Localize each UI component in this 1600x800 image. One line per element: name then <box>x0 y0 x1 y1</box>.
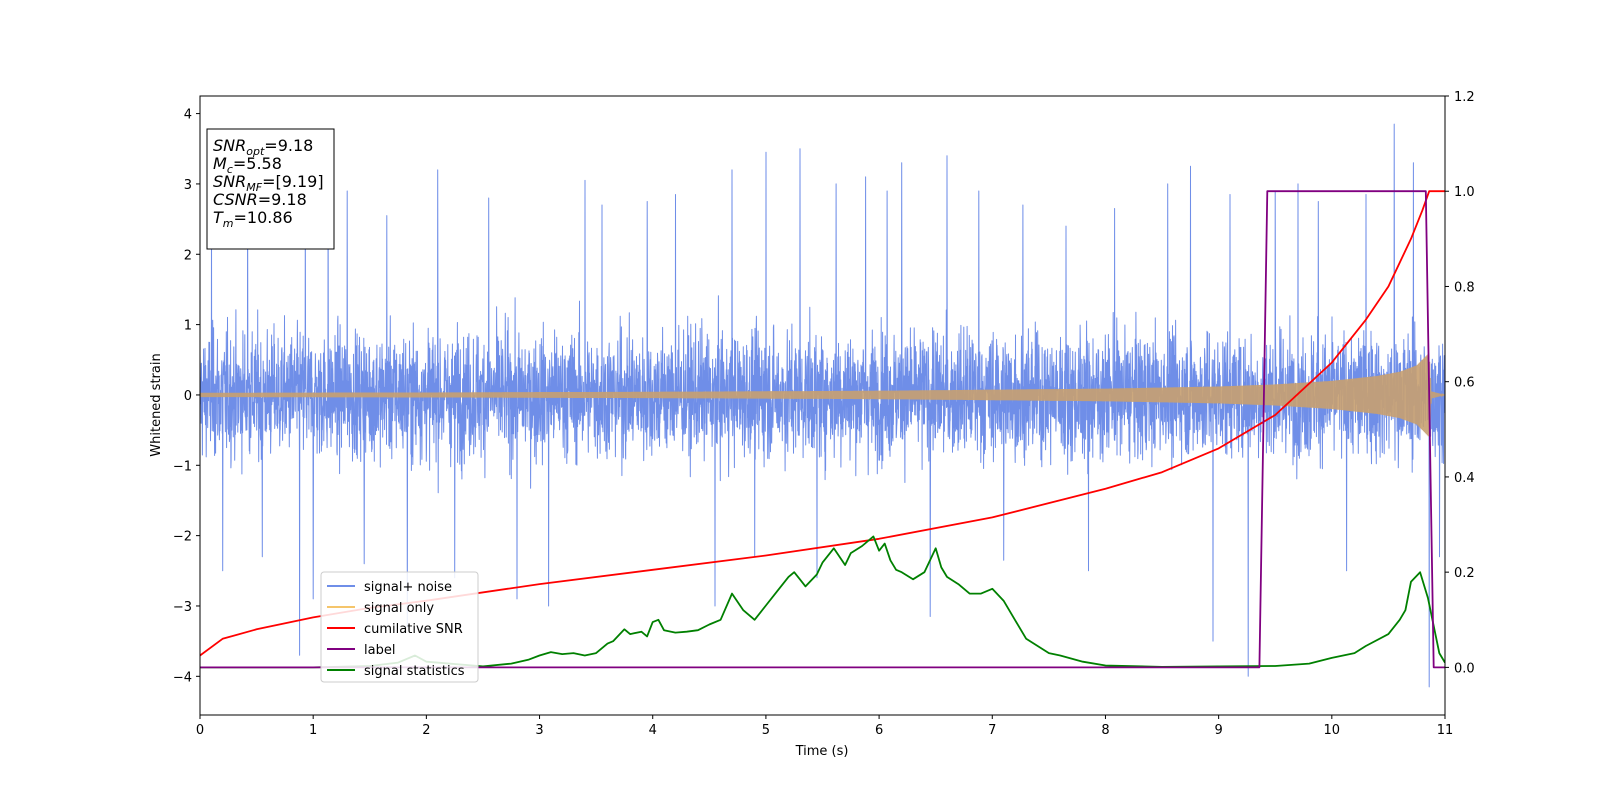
x-tick-label: 3 <box>535 723 543 738</box>
legend-entry-label: cumilative SNR <box>364 622 463 637</box>
y-tick-label: −2 <box>173 530 192 545</box>
signal-only-series <box>200 353 1445 437</box>
x-tick-label: 9 <box>1214 723 1222 738</box>
info-box-line: Mc=5.58 <box>213 154 282 176</box>
y-tick-label: −4 <box>173 670 192 685</box>
info-box-line: Tm=10.86 <box>213 208 293 230</box>
plot-frame <box>199 95 1446 716</box>
y2-tick-label: 0.0 <box>1454 661 1475 676</box>
y-axis-left: −4 −3 −2 −1 0 1 2 3 4 <box>173 108 200 685</box>
y-tick-label: 4 <box>184 108 192 123</box>
x-tick-label: 0 <box>196 723 204 738</box>
legend: signal+ noise signal only cumilative SNR la… <box>320 571 479 683</box>
x-tick-label: 11 <box>1437 723 1454 738</box>
x-tick-label: 7 <box>988 723 996 738</box>
y-tick-label: −1 <box>173 459 192 474</box>
info-box-line: SNRopt=9.18 <box>213 136 313 158</box>
x-tick-label: 1 <box>309 723 317 738</box>
y-tick-label: 1 <box>184 319 192 334</box>
info-box-frame <box>206 128 335 250</box>
legend-frame <box>320 571 479 683</box>
y2-tick-label: 0.2 <box>1454 566 1475 581</box>
info-box-line: SNRMF=[9.19] <box>213 172 324 194</box>
legend-entry-label: signal only <box>364 601 434 616</box>
y-axis-right: 0.0 0.2 0.4 0.6 0.8 1.0 1.2 <box>1445 90 1475 676</box>
y2-tick-label: 0.4 <box>1454 471 1475 486</box>
x-tick-label: 10 <box>1324 723 1341 738</box>
y2-tick-label: 0.6 <box>1454 376 1475 391</box>
legend-entry-label: signal statistics <box>364 664 465 679</box>
x-axis-label: Time (s) <box>795 744 849 759</box>
y-tick-label: 3 <box>184 178 192 193</box>
y-tick-label: 2 <box>184 248 192 263</box>
parameter-info-box: SNRopt=9.18Mc=5.58SNRMF=[9.19]CSNR=9.18T… <box>206 128 335 250</box>
info-box-line: CSNR=9.18 <box>213 190 307 209</box>
legend-entry-label: label <box>364 643 395 658</box>
y-axis-label: Whitened strain <box>149 353 164 456</box>
x-axis: 0 1 2 3 4 5 6 7 8 9 10 11 <box>196 715 1453 738</box>
x-tick-label: 6 <box>875 723 883 738</box>
legend-entry-label: signal+ noise <box>364 580 452 595</box>
x-tick-label: 2 <box>422 723 430 738</box>
series-signal-only-line <box>200 353 1445 437</box>
series-label-line <box>200 190 1445 669</box>
x-tick-label: 4 <box>649 723 657 738</box>
x-tick-label: 8 <box>1101 723 1109 738</box>
y2-tick-label: 0.8 <box>1454 280 1475 295</box>
x-tick-label: 5 <box>762 723 770 738</box>
y-tick-label: −3 <box>173 600 192 615</box>
y2-tick-label: 1.0 <box>1454 185 1475 200</box>
y-tick-label: 0 <box>184 389 192 404</box>
y2-tick-label: 1.2 <box>1454 90 1475 105</box>
